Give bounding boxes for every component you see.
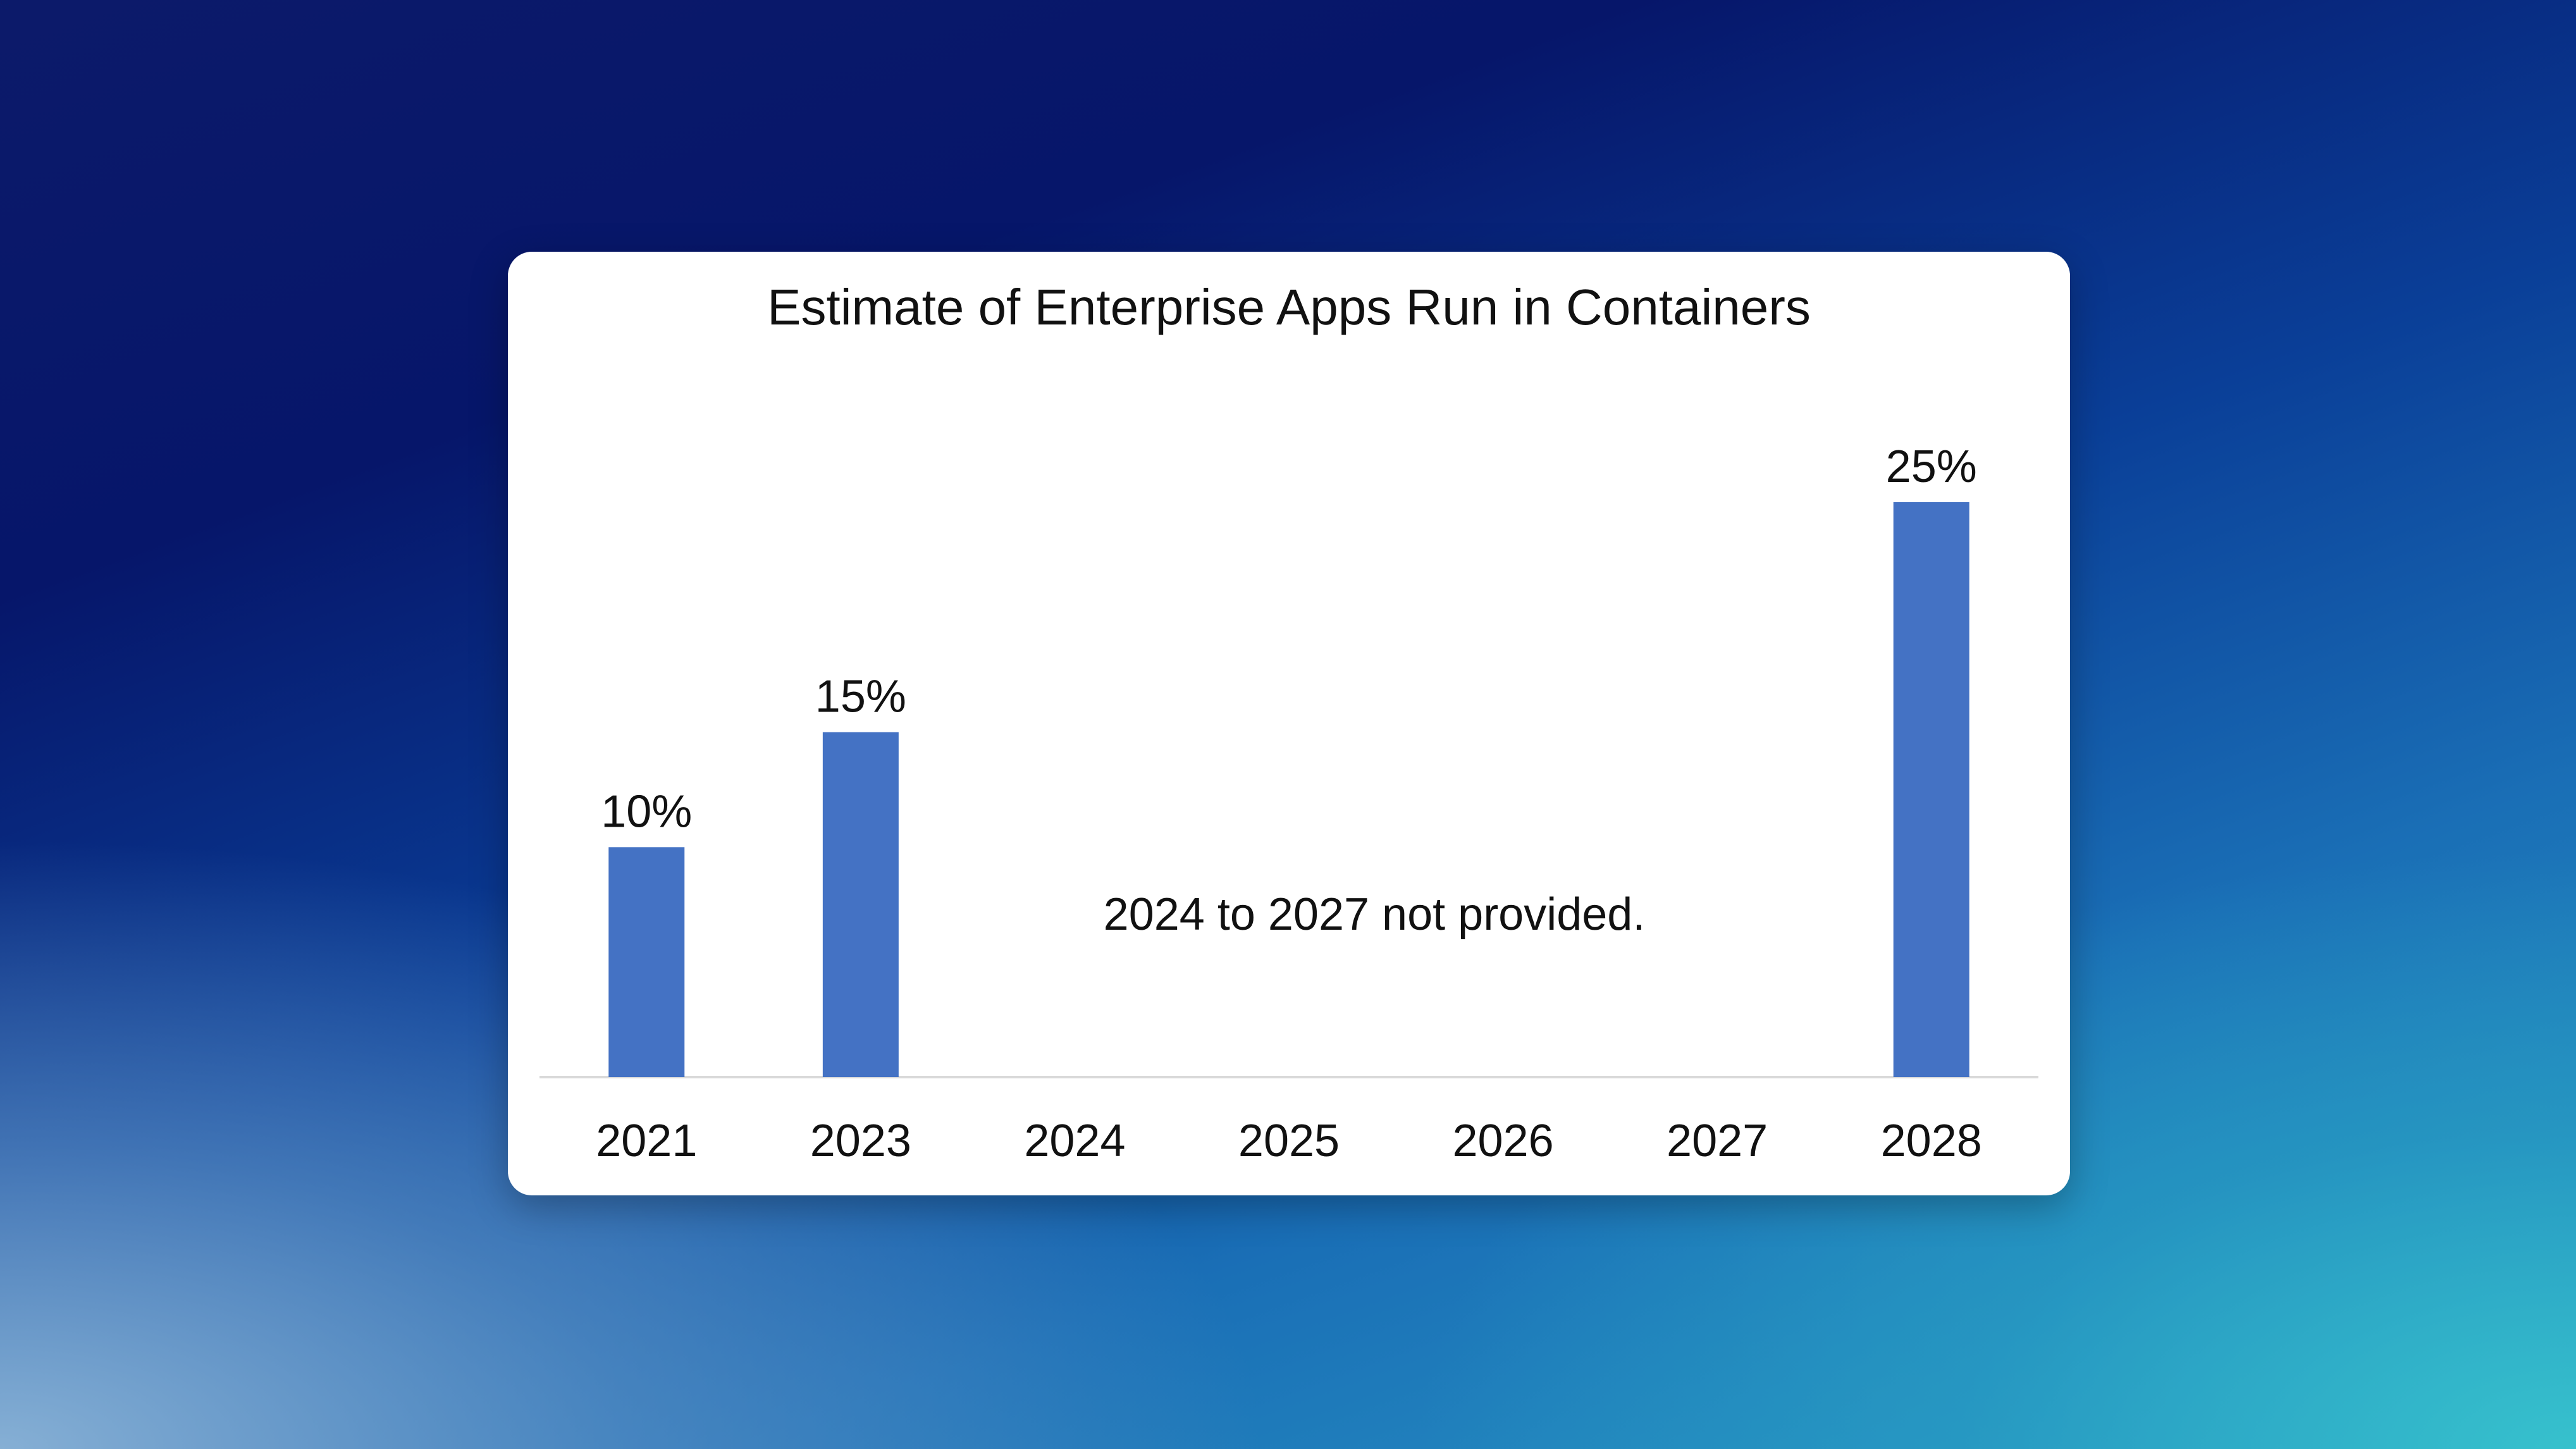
x-tick-label: 2021 — [596, 1116, 697, 1166]
x-tick-label: 2025 — [1238, 1116, 1340, 1166]
bar — [1893, 502, 1969, 1077]
value-labels-group: 10% 15% 25% — [601, 441, 1977, 837]
x-tick-label: 2026 — [1452, 1116, 1553, 1166]
bar-value-label: 10% — [601, 786, 692, 837]
bar-value-label: 25% — [1886, 441, 1977, 492]
bar-value-label: 15% — [815, 672, 906, 722]
chart-title: Estimate of Enterprise Apps Run in Conta… — [767, 279, 1811, 335]
x-tick-label: 2024 — [1024, 1116, 1125, 1166]
bar — [608, 847, 685, 1077]
bar-chart: Estimate of Enterprise Apps Run in Conta… — [539, 279, 2038, 1166]
x-tick-labels-group: 2021 2023 2024 2025 2026 2027 2028 — [596, 1116, 1982, 1166]
x-tick-label: 2027 — [1667, 1116, 1768, 1166]
bars-group — [608, 502, 1969, 1077]
chart-annotation: 2024 to 2027 not provided. — [1104, 889, 1646, 940]
chart-card: Estimate of Enterprise Apps Run in Conta… — [508, 252, 2070, 1195]
bar — [822, 732, 899, 1077]
x-tick-label: 2028 — [1881, 1116, 1982, 1166]
x-tick-label: 2023 — [810, 1116, 911, 1166]
